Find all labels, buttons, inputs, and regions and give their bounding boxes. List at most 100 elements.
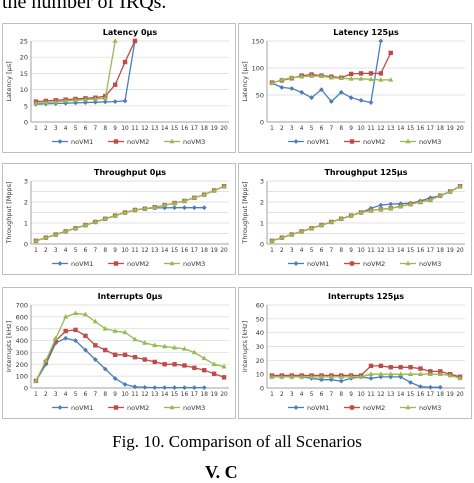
data-point bbox=[417, 199, 424, 204]
y-tick-label: 3 bbox=[24, 178, 28, 186]
y-tick-label: 0 bbox=[260, 119, 264, 127]
x-tick-label: 15 bbox=[407, 248, 415, 254]
x-tick-label: 11 bbox=[131, 126, 139, 132]
x-tick-label: 11 bbox=[367, 248, 375, 254]
x-tick-label: 1 bbox=[270, 126, 274, 132]
x-tick-label: 13 bbox=[387, 126, 395, 132]
data-point bbox=[318, 374, 325, 379]
data-point bbox=[63, 335, 69, 341]
x-tick-label: 18 bbox=[437, 248, 445, 254]
x-tick-label: 2 bbox=[44, 248, 48, 254]
y-tick-label: 1 bbox=[260, 220, 264, 228]
chart-latency-125: Latency 125µs 0 50 100 150 1 2 3 4 5 6 7 8 9 10 11 12 13 1… bbox=[238, 23, 472, 153]
x-tick-label: 16 bbox=[181, 392, 189, 398]
figure-caption: Fig. 10. Comparison of all Scenarios bbox=[112, 432, 362, 451]
data-point bbox=[408, 380, 413, 385]
data-point bbox=[102, 95, 108, 101]
data-point bbox=[309, 95, 314, 101]
data-point bbox=[33, 378, 39, 383]
data-point bbox=[132, 384, 138, 390]
x-tick-label: 11 bbox=[131, 248, 139, 254]
x-tick-label: 17 bbox=[191, 126, 199, 132]
y-tick-label: 500 bbox=[16, 325, 28, 333]
data-point bbox=[318, 73, 325, 78]
x-tick-label: 18 bbox=[437, 126, 445, 132]
chart-title: Latency 0µs bbox=[103, 28, 158, 37]
x-tick-label: 8 bbox=[339, 392, 343, 398]
y-tick-label: 300 bbox=[16, 349, 28, 357]
x-tick-label: 8 bbox=[103, 248, 107, 254]
x-tick-label: 19 bbox=[210, 392, 218, 398]
x-tick-label: 14 bbox=[397, 126, 405, 132]
data-point bbox=[63, 98, 69, 103]
x-tick-label: 5 bbox=[310, 126, 314, 132]
data-point bbox=[279, 234, 285, 240]
data-point bbox=[457, 375, 463, 381]
x-tick-label: 3 bbox=[290, 126, 294, 132]
data-point bbox=[358, 209, 364, 215]
y-tick-label: 15 bbox=[20, 70, 28, 78]
data-point bbox=[82, 311, 89, 317]
x-tick-label: 13 bbox=[151, 126, 159, 132]
series-line-noVM1 bbox=[271, 40, 382, 104]
data-point bbox=[63, 228, 69, 234]
data-point bbox=[427, 197, 433, 202]
x-tick-label: 3 bbox=[54, 248, 58, 254]
data-point bbox=[378, 202, 384, 208]
x-tick-label: 1 bbox=[270, 392, 274, 398]
data-point bbox=[63, 328, 68, 334]
data-point bbox=[102, 216, 108, 221]
data-point bbox=[405, 404, 411, 410]
data-point bbox=[112, 212, 118, 218]
x-tick-label: 7 bbox=[329, 126, 333, 132]
x-tick-label: 17 bbox=[427, 126, 435, 132]
legend-label: noVM1 bbox=[307, 404, 329, 412]
data-point bbox=[417, 371, 424, 376]
y-tick-label: 0 bbox=[260, 385, 264, 393]
x-tick-label: 20 bbox=[456, 248, 464, 254]
data-point bbox=[53, 231, 59, 237]
data-point bbox=[122, 329, 128, 335]
y-tick-label: 2 bbox=[24, 199, 28, 207]
data-point bbox=[299, 228, 305, 234]
data-point bbox=[33, 238, 39, 243]
data-point bbox=[113, 139, 119, 144]
x-tick-label: 6 bbox=[320, 248, 324, 254]
data-point bbox=[378, 71, 384, 76]
x-tick-label: 17 bbox=[427, 248, 435, 254]
data-point bbox=[447, 188, 453, 194]
y-tick-label: 10 bbox=[20, 86, 28, 94]
series-line-noVM2 bbox=[35, 40, 136, 103]
data-point bbox=[169, 138, 175, 144]
data-point bbox=[418, 384, 423, 390]
data-point bbox=[33, 100, 39, 106]
data-point bbox=[169, 260, 175, 266]
data-point bbox=[182, 205, 187, 211]
data-point bbox=[142, 357, 148, 362]
data-point bbox=[57, 261, 63, 266]
x-tick-label: 9 bbox=[349, 126, 353, 132]
legend-label: noVM3 bbox=[183, 404, 205, 412]
data-point bbox=[289, 374, 295, 379]
data-point bbox=[348, 95, 354, 101]
data-point bbox=[319, 377, 324, 383]
data-point bbox=[83, 333, 88, 339]
x-tick-label: 14 bbox=[161, 392, 169, 398]
y-axis-label: Throughput [Mpps] bbox=[5, 181, 13, 244]
data-point bbox=[349, 405, 355, 410]
x-tick-label: 9 bbox=[113, 126, 117, 132]
x-tick-label: 2 bbox=[280, 126, 284, 132]
data-point bbox=[142, 205, 148, 211]
data-point bbox=[368, 76, 374, 82]
series-line-noVM1 bbox=[35, 337, 205, 389]
data-point bbox=[378, 371, 384, 376]
data-point bbox=[279, 77, 285, 82]
legend-label: noVM3 bbox=[183, 138, 205, 146]
x-tick-label: 8 bbox=[339, 126, 343, 132]
legend-label: noVM1 bbox=[307, 138, 329, 146]
y-tick-label: 200 bbox=[16, 361, 28, 369]
chart-title: Latency 125µs bbox=[333, 28, 399, 37]
data-point bbox=[72, 97, 79, 103]
x-tick-label: 11 bbox=[131, 392, 139, 398]
x-tick-label: 5 bbox=[310, 392, 314, 398]
